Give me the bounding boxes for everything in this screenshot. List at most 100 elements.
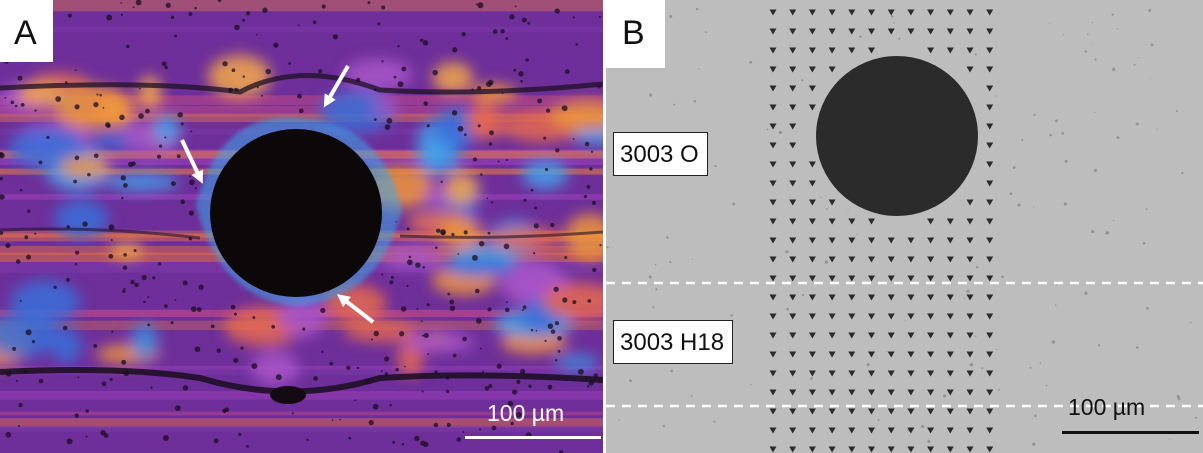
indent <box>927 313 935 320</box>
particle <box>74 413 79 418</box>
indent <box>946 256 954 263</box>
particle <box>73 179 77 184</box>
particle <box>477 124 481 128</box>
particle <box>535 329 538 332</box>
indent <box>808 237 816 244</box>
particle <box>491 201 494 204</box>
particle <box>440 229 447 236</box>
particle <box>479 347 482 350</box>
particle <box>373 330 380 337</box>
indent <box>769 199 777 206</box>
particle <box>547 323 554 329</box>
particle <box>583 194 588 199</box>
indent <box>927 370 935 377</box>
indent <box>868 446 875 453</box>
particle <box>471 254 478 261</box>
particle <box>525 58 529 62</box>
particle <box>152 276 156 280</box>
particle <box>572 16 575 19</box>
particle <box>416 307 419 310</box>
particle <box>381 5 386 10</box>
particle <box>478 374 481 377</box>
indent <box>828 408 836 415</box>
indent <box>868 9 875 16</box>
particle <box>415 262 421 268</box>
particle <box>74 69 77 72</box>
particle <box>162 435 169 441</box>
speck <box>943 394 947 398</box>
speck <box>1084 50 1088 53</box>
indent <box>808 370 816 377</box>
particle <box>518 71 524 77</box>
particle <box>174 34 178 38</box>
indent <box>986 370 994 377</box>
particle <box>5 431 12 438</box>
particle <box>510 421 514 426</box>
particle <box>161 61 167 67</box>
particle <box>589 167 593 171</box>
indent <box>769 256 777 263</box>
particle <box>177 111 183 118</box>
particle <box>242 75 246 78</box>
particle <box>521 17 527 23</box>
particle <box>380 370 383 373</box>
grain <box>8 127 85 170</box>
indent <box>868 427 875 434</box>
particle <box>423 332 429 339</box>
particle <box>23 369 27 374</box>
particle <box>121 359 127 365</box>
particle <box>475 3 478 6</box>
particle <box>555 148 560 153</box>
particle <box>420 320 423 323</box>
particle <box>0 231 4 235</box>
indent <box>769 313 777 320</box>
particle <box>4 96 7 99</box>
grain <box>564 213 603 260</box>
particle <box>122 289 126 293</box>
particle <box>157 262 162 266</box>
particle <box>123 370 130 377</box>
indent <box>828 256 836 263</box>
particle <box>150 386 153 389</box>
particle <box>452 353 457 358</box>
indent <box>769 180 777 187</box>
indent <box>769 370 777 377</box>
indent <box>828 275 836 282</box>
arrow-top <box>323 64 350 108</box>
indent <box>828 237 836 244</box>
grain <box>251 350 300 386</box>
microhardness-indent-grid <box>769 9 994 453</box>
indent <box>769 66 777 73</box>
speck <box>1032 442 1036 446</box>
indent <box>789 370 797 377</box>
particle <box>38 378 44 384</box>
indent <box>966 218 974 225</box>
particle <box>426 303 430 307</box>
particle <box>501 92 504 95</box>
particle <box>395 367 399 372</box>
particle <box>547 384 553 390</box>
particle <box>66 225 71 229</box>
indent <box>966 351 974 358</box>
indent <box>769 351 777 358</box>
particle <box>373 118 377 121</box>
indent <box>828 47 836 54</box>
indent <box>789 294 797 301</box>
indent <box>868 28 875 35</box>
particle <box>0 194 5 200</box>
speck <box>1148 8 1152 12</box>
speck <box>898 37 901 40</box>
particle <box>557 335 562 341</box>
particle <box>53 285 57 289</box>
particle <box>462 431 465 433</box>
speck <box>691 258 694 260</box>
particle <box>74 262 78 266</box>
particle <box>550 329 556 334</box>
indent <box>808 427 816 434</box>
particle <box>447 292 451 296</box>
speck <box>995 348 998 351</box>
particle <box>475 318 482 324</box>
particle <box>38 160 43 165</box>
speck <box>669 14 673 19</box>
particle <box>354 399 357 402</box>
